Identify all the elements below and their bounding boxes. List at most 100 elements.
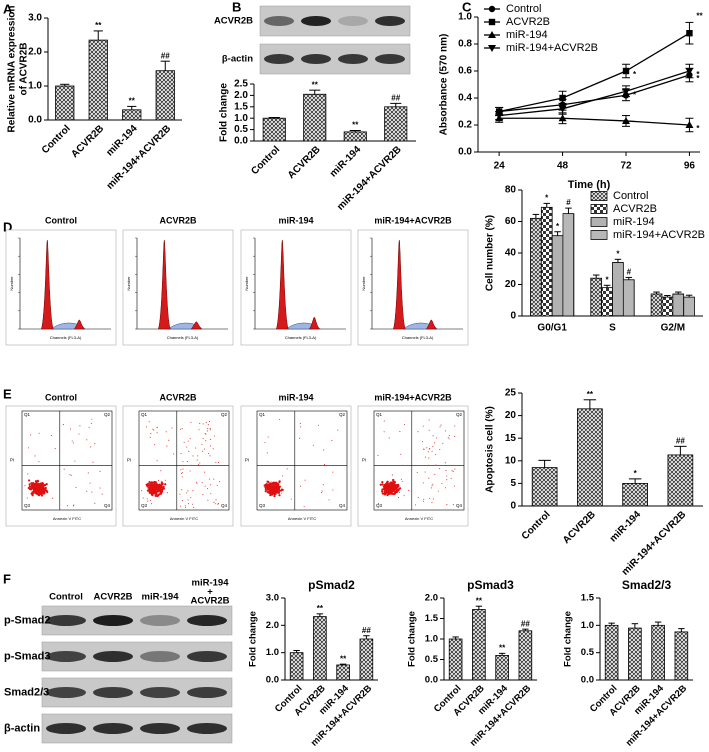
blot-lane-label: ACVR2B (93, 592, 132, 603)
flow-dot (39, 490, 42, 493)
flow-axis-label: Number (9, 276, 14, 291)
flow-dot (162, 485, 165, 489)
flow-dot (408, 489, 410, 491)
flow-dot (427, 464, 430, 466)
y-axis-label: Cell number (%) (485, 215, 496, 291)
flow-dot (400, 453, 402, 455)
flow-dot (424, 456, 427, 458)
flow-dot (209, 445, 212, 447)
flow-dot (87, 472, 89, 474)
flow-dot (441, 482, 443, 485)
bar (122, 109, 142, 121)
flow-dot (186, 446, 188, 448)
flow-dot (392, 488, 395, 491)
flow-g2-peak (425, 319, 437, 330)
legend-label: ACVR2B (506, 16, 550, 28)
flow-dot (398, 491, 400, 493)
flow-axis-label: Annexin V FITC (53, 516, 81, 521)
flow-dot (184, 505, 186, 507)
flow-dot (337, 429, 339, 431)
flow-dot (24, 485, 26, 487)
flow-dot (434, 473, 436, 475)
flow-dot (150, 481, 153, 484)
flow-dot (270, 487, 273, 490)
legend-label: Control (506, 3, 541, 15)
flow-dot (26, 497, 28, 499)
bar (336, 664, 350, 681)
flow-dot (45, 483, 48, 486)
y-axis-label: of ACVR2B (19, 43, 30, 96)
blot-lane-label: ACVR2B (190, 596, 229, 607)
flow-dot (446, 504, 448, 506)
flow-axis-label: PI (10, 458, 14, 463)
flow-dot (432, 446, 434, 448)
data-point (622, 116, 630, 124)
quadrant-label: Q4 (456, 503, 463, 508)
flow-title: miR-194 (278, 392, 313, 402)
flow-dot (299, 437, 301, 439)
flow-dot (281, 492, 283, 494)
legend-marker (488, 31, 496, 38)
blot-lane-label: Control (49, 592, 83, 603)
x-tick-label: ACVR2B (69, 123, 106, 160)
significance-mark: # (566, 198, 571, 207)
series-line (499, 117, 690, 126)
flow-dot (377, 503, 380, 505)
data-point (559, 94, 566, 102)
flow-dot (101, 493, 103, 495)
y-tick-label: 1.5 (425, 613, 439, 624)
flow-dot (28, 483, 31, 486)
flow-axis-label: Channels (FL3-A) (402, 335, 434, 340)
y-tick-label: 0.0 (581, 675, 594, 686)
flow-dot (274, 491, 277, 494)
flow-dot (416, 471, 418, 473)
bar (683, 296, 695, 317)
flow-dot (280, 488, 283, 491)
flow-dot (417, 431, 419, 433)
flow-dot (192, 490, 194, 492)
data-point (622, 67, 630, 75)
chart-title: pSmad2 (308, 578, 355, 592)
flow-dot (402, 464, 404, 466)
flow-dot (164, 479, 166, 481)
flow-dot (446, 479, 448, 481)
quadrant-label: Q1 (24, 412, 31, 417)
flow-dot (202, 450, 204, 452)
bar (674, 631, 689, 681)
flow-dot (148, 491, 151, 494)
flow-dot (279, 418, 281, 421)
flow-dot (207, 424, 209, 426)
legend-marker (488, 18, 496, 26)
flow-dot (381, 492, 384, 495)
flow-title: Control (45, 392, 77, 402)
flow-title: miR-194+ACVR2B (374, 215, 452, 225)
series-line (499, 32, 690, 113)
flow-dot (153, 490, 156, 493)
flow-dot (69, 474, 71, 476)
flow-dot (206, 488, 209, 490)
x-tick-label: miR-194 (328, 144, 364, 180)
flow-dot (391, 490, 394, 493)
blot-row-label: β-actin (4, 722, 40, 734)
flow-dot (43, 483, 47, 487)
flow-dot (31, 491, 34, 494)
y-tick-label: 1.0 (581, 620, 594, 631)
bar (155, 70, 175, 121)
blot-band (140, 651, 180, 662)
quadrant-label: Q2 (104, 412, 111, 417)
bar (601, 287, 613, 317)
blot-band (301, 54, 331, 64)
flow-dot (27, 486, 30, 490)
significance-mark: ** (340, 654, 347, 663)
x-axis-label: Time (h) (568, 179, 611, 191)
data-point (685, 68, 694, 75)
flow-dot (69, 428, 72, 430)
flow-dot (50, 434, 52, 437)
flow-axis-label: Annexin V FITC (170, 516, 198, 521)
significance-mark: # (627, 268, 632, 277)
flow-dot (202, 493, 204, 496)
bar (88, 39, 108, 121)
significance-mark: * (606, 275, 610, 284)
flow-dot (265, 488, 267, 491)
flow-axis-label: Channels (FL3-A) (285, 335, 317, 340)
